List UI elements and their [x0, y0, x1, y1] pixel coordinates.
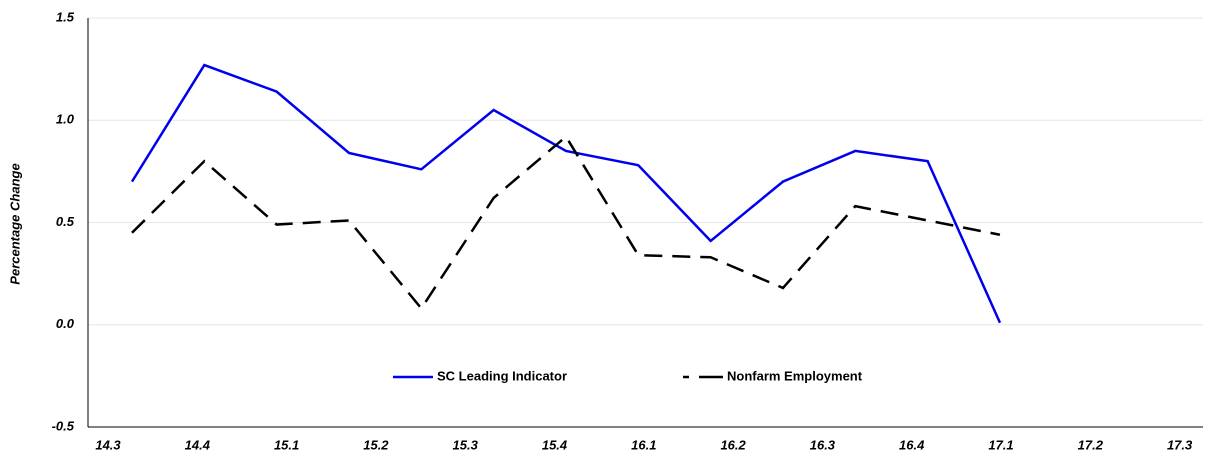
line-series [131, 134, 1001, 311]
legend: Nonfarm Employment [727, 368, 863, 383]
legend: SC Leading Indicator [437, 368, 567, 383]
x-tick-label: 16.3 [810, 437, 836, 452]
y-tick-label: 1.0 [56, 112, 75, 127]
x-tick-label: 17.1 [988, 437, 1013, 452]
x-tick-label: 16.4 [899, 437, 925, 452]
x-tick-label: 17.2 [1078, 437, 1104, 452]
x-tick-label: 14.4 [185, 437, 211, 452]
line-series [130, 63, 1002, 324]
x-tick-label: 15.4 [542, 437, 568, 452]
x-tick-label: 16.1 [631, 437, 656, 452]
x-tick-label: 16.2 [720, 437, 746, 452]
x-tick-label: 17.3 [1167, 437, 1193, 452]
y-axis-title: Percentage Change [7, 163, 22, 284]
y-tick-label: 1.5 [56, 9, 75, 24]
y-tick-label: 0.0 [56, 316, 75, 331]
x-tick-label: 15.1 [274, 437, 299, 452]
x-tick-label: 14.3 [95, 437, 121, 452]
x-tick-label: 15.2 [363, 437, 389, 452]
y-tick-label: 0.5 [56, 214, 75, 229]
y-tick-label: -0.5 [52, 418, 75, 433]
x-tick-label: 15.3 [453, 437, 479, 452]
